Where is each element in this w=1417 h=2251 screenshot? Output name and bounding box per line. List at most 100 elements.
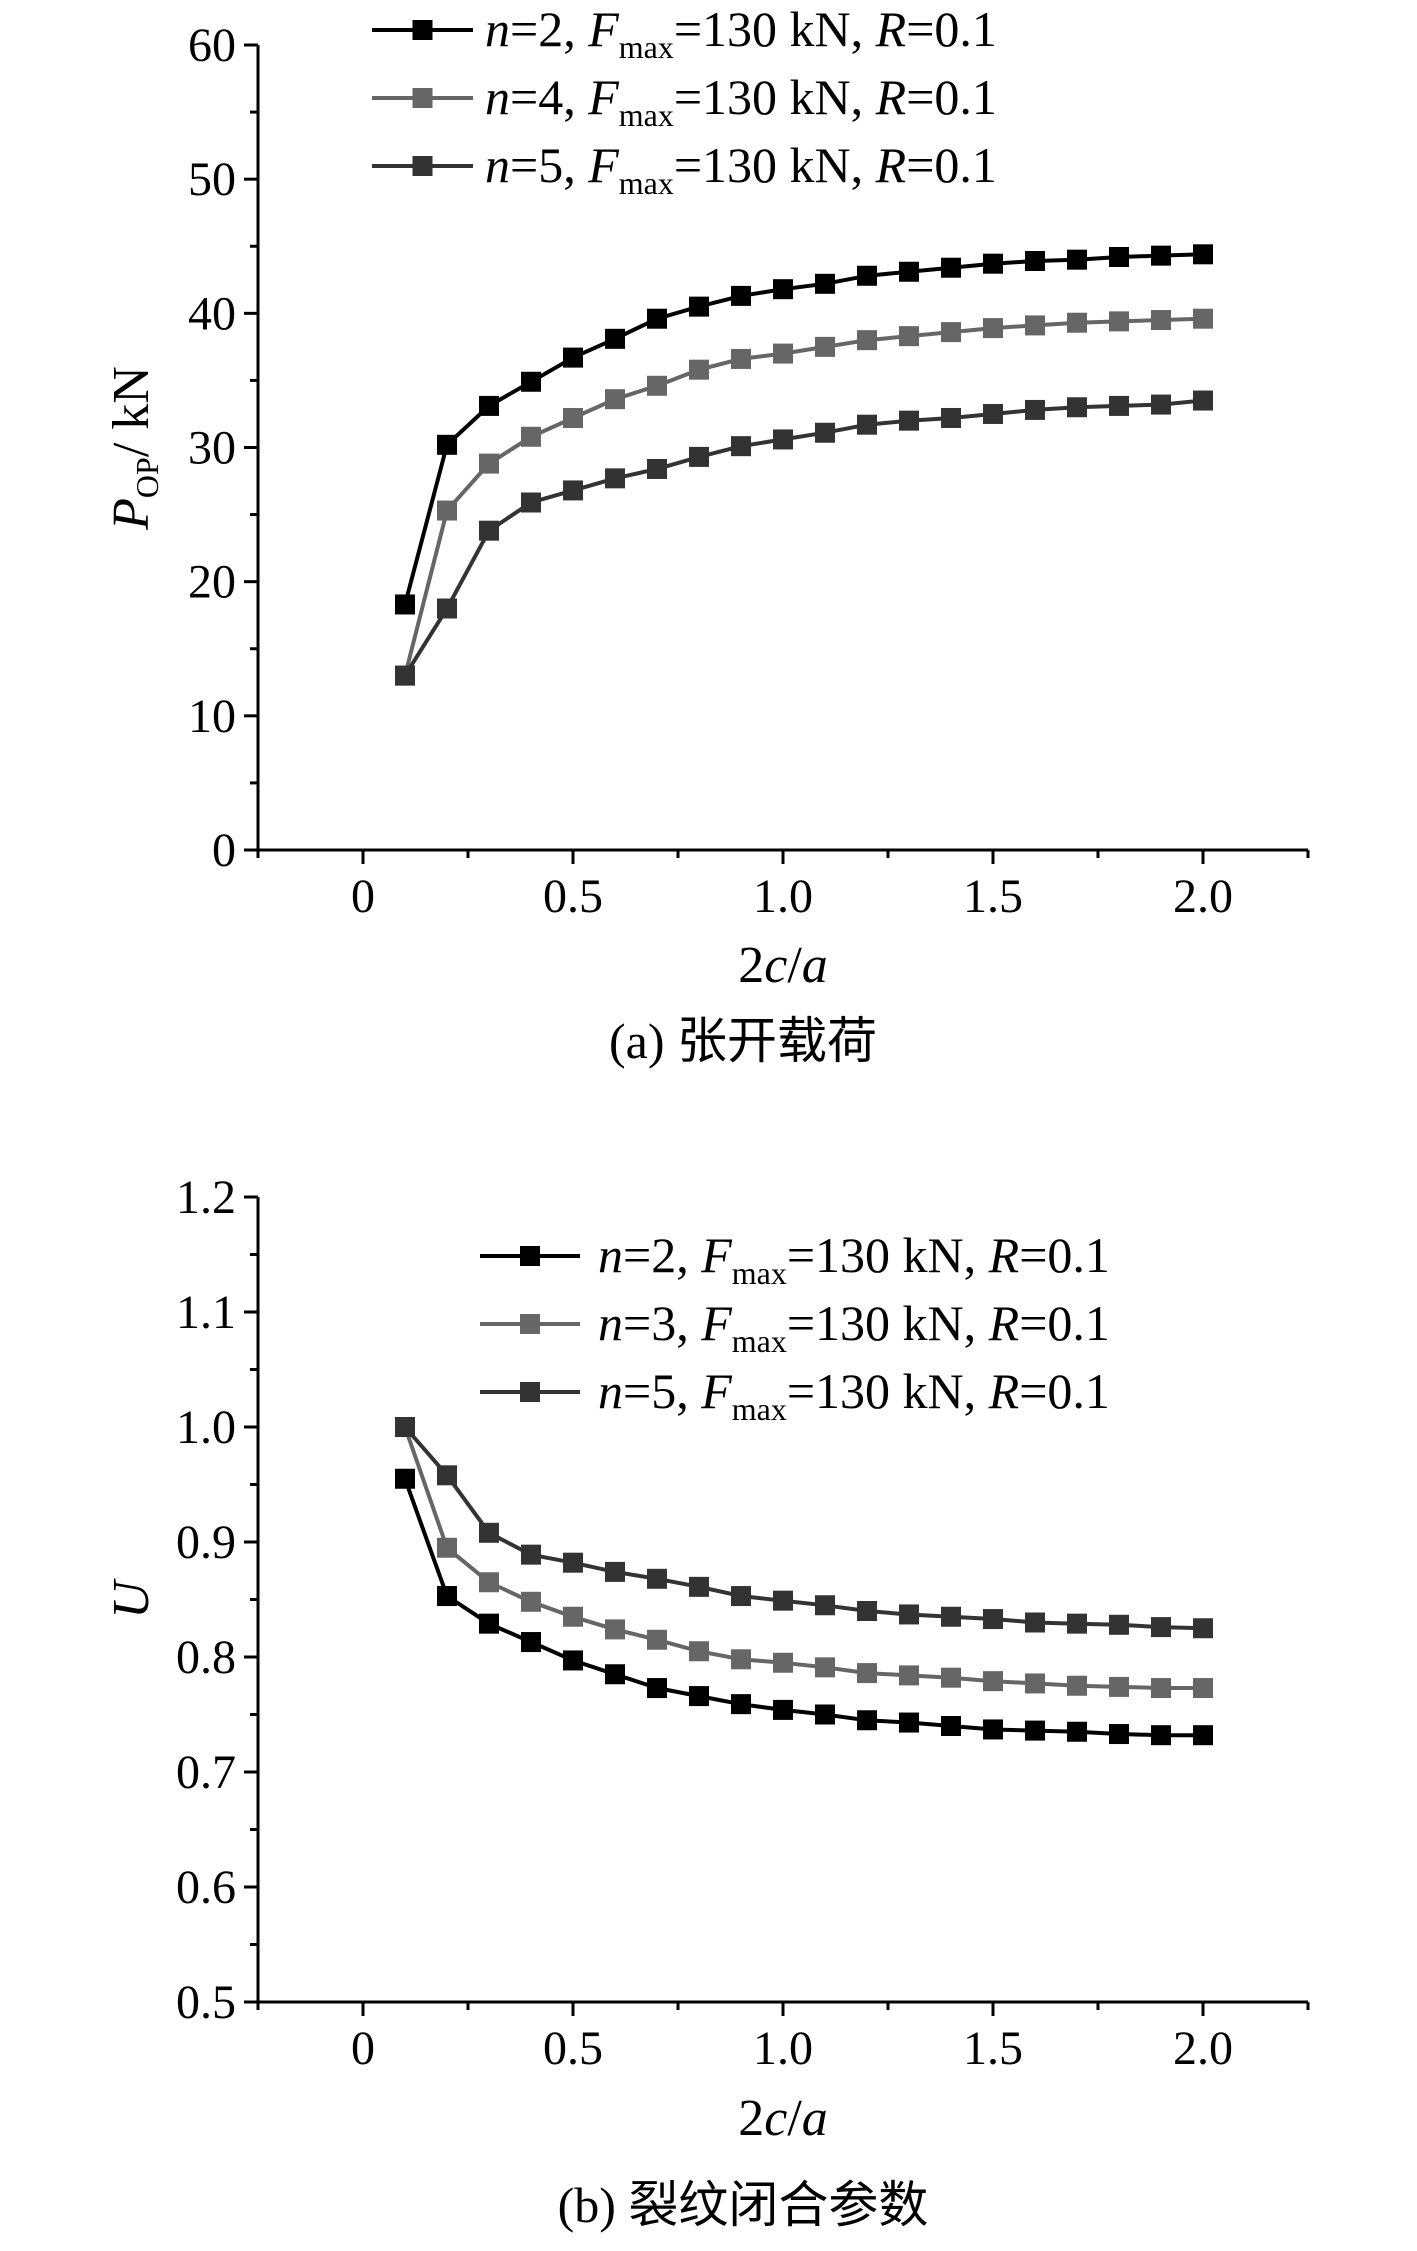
x-tick-label: 1.0 xyxy=(753,2022,813,2075)
data-point xyxy=(815,273,835,294)
y-tick-label: 0.8 xyxy=(176,1631,236,1684)
data-point xyxy=(773,1652,793,1673)
data-point xyxy=(647,1678,667,1699)
data-point xyxy=(1109,246,1129,267)
x-axis-title: 2c/a xyxy=(738,2090,828,2147)
data-point xyxy=(1067,312,1087,333)
data-point xyxy=(1067,397,1087,418)
data-point xyxy=(689,1686,709,1707)
data-point xyxy=(857,330,877,351)
data-point xyxy=(1109,1614,1129,1635)
data-point xyxy=(563,407,583,428)
data-point xyxy=(857,1601,877,1621)
y-tick-label: 0.5 xyxy=(176,1976,236,2029)
data-point xyxy=(731,436,751,457)
data-point xyxy=(1193,390,1213,411)
y-tick-label: 20 xyxy=(188,556,236,609)
data-point xyxy=(647,375,667,396)
x-tick-label: 0 xyxy=(351,870,375,923)
data-point xyxy=(647,1629,667,1650)
y-axis-title: U xyxy=(103,1578,160,1619)
x-tick-label: 1.5 xyxy=(963,870,1023,923)
data-point xyxy=(563,480,583,501)
data-point xyxy=(899,326,919,347)
data-point xyxy=(563,1606,583,1627)
legend-entry: n=4, Fmax=130 kN, R=0.1 xyxy=(372,69,997,133)
data-point xyxy=(773,1590,793,1611)
chart-b: 0.5 0.6 0.7 0.8 0.9 1.0 1.1 1.2 0 0.5 1.0 1.5 2.0 2c/… xyxy=(103,1171,1310,2233)
data-point xyxy=(521,1632,541,1653)
data-point xyxy=(1109,1676,1129,1697)
y-tick-label: 30 xyxy=(188,422,236,475)
data-point xyxy=(983,253,1003,274)
data-point xyxy=(605,1619,625,1640)
data-point xyxy=(983,1671,1003,1692)
x-tick-label: 0.5 xyxy=(543,870,603,923)
data-point xyxy=(983,1719,1003,1740)
y-tick-label: 1.1 xyxy=(176,1286,236,1339)
data-point xyxy=(395,1468,415,1489)
x-tick-label: 2.0 xyxy=(1173,870,1233,923)
data-point xyxy=(605,1561,625,1582)
data-point xyxy=(1193,1678,1213,1699)
chart-a: 0 10 20 30 40 50 60 0 0.5 1.0 1.5 2.0 2c/a POP/ kN n=2… xyxy=(103,1,1310,1069)
data-point xyxy=(941,322,961,343)
data-point xyxy=(689,359,709,380)
data-point xyxy=(605,468,625,489)
y-tick-label: 0.6 xyxy=(176,1861,236,1914)
data-point xyxy=(1025,1673,1045,1694)
x-tick-label: 1.5 xyxy=(963,2022,1023,2075)
data-point xyxy=(563,1650,583,1671)
data-point xyxy=(647,458,667,479)
data-point xyxy=(1109,1724,1129,1745)
data-point xyxy=(1151,245,1171,266)
data-point xyxy=(395,1417,415,1437)
y-axis-title: POP/ kN xyxy=(103,366,165,531)
data-point xyxy=(1025,1612,1045,1633)
caption: (a) 张开载荷 xyxy=(609,1013,877,1069)
data-point xyxy=(689,1576,709,1597)
legend-label: n=2, Fmax=130 kN, R=0.1 xyxy=(485,1,997,65)
data-point xyxy=(521,1544,541,1565)
data-point xyxy=(773,1699,793,1720)
legend-label: n=2, Fmax=130 kN, R=0.1 xyxy=(598,1227,1110,1291)
legend-marker xyxy=(520,1246,540,1266)
data-point xyxy=(1067,249,1087,270)
legend-entry: n=3, Fmax=130 kN, R=0.1 xyxy=(480,1295,1110,1359)
data-point xyxy=(1067,1721,1087,1742)
data-point xyxy=(1193,1618,1213,1639)
data-point xyxy=(479,395,499,416)
data-point xyxy=(731,1586,751,1607)
data-point xyxy=(521,426,541,447)
data-point xyxy=(983,318,1003,339)
data-point xyxy=(1193,244,1213,265)
caption: (b) 裂纹闭合参数 xyxy=(558,2177,929,2233)
data-point xyxy=(479,1613,499,1634)
series-n=2 xyxy=(395,244,1213,615)
data-point xyxy=(521,371,541,392)
data-point xyxy=(479,520,499,541)
x-axis-title: 2c/a xyxy=(738,937,828,994)
data-point xyxy=(605,1664,625,1685)
series-n=4 xyxy=(395,308,1213,686)
y-tick-label: 0 xyxy=(212,824,236,877)
data-point xyxy=(1025,399,1045,420)
data-point xyxy=(1025,1720,1045,1741)
data-point xyxy=(941,407,961,428)
legend-entry: n=2, Fmax=130 kN, R=0.1 xyxy=(372,1,997,65)
y-tick-label: 1.2 xyxy=(176,1171,236,1224)
data-point xyxy=(941,1716,961,1736)
data-point xyxy=(1109,311,1129,332)
data-point xyxy=(773,279,793,300)
data-point xyxy=(1151,1678,1171,1699)
data-point xyxy=(1193,308,1213,329)
data-point xyxy=(899,1712,919,1733)
legend-marker xyxy=(520,1314,540,1334)
data-point xyxy=(857,1710,877,1731)
data-point xyxy=(941,257,961,278)
y-tick-label: 1.0 xyxy=(176,1401,236,1454)
data-point xyxy=(689,296,709,317)
x-tick-label: 1.0 xyxy=(753,870,813,923)
data-point xyxy=(437,1586,457,1607)
